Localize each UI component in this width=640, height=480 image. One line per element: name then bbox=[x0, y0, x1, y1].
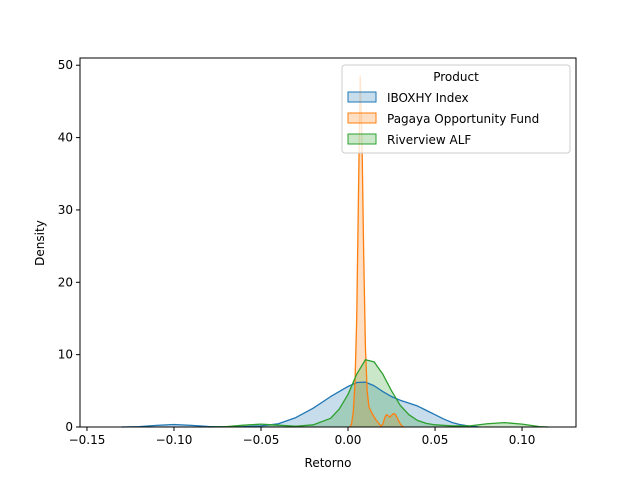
x-tick-label: 0.10 bbox=[509, 433, 536, 447]
y-tick-label: 20 bbox=[58, 275, 73, 289]
legend-label: Pagaya Opportunity Fund bbox=[387, 112, 539, 126]
x-tick-label: −0.10 bbox=[156, 433, 193, 447]
x-tick-label: 0.05 bbox=[422, 433, 449, 447]
plot-frame bbox=[79, 57, 577, 428]
series-line-0 bbox=[121, 381, 479, 428]
legend-swatch bbox=[347, 112, 377, 124]
y-axis-label: Density bbox=[33, 220, 47, 266]
series-area-0 bbox=[121, 382, 479, 427]
legend: Product IBOXHY Index Pagaya Opportunity F… bbox=[341, 64, 571, 154]
legend-title: Product bbox=[433, 70, 479, 84]
series-area-2 bbox=[208, 359, 549, 427]
x-axis-ticks: −0.15 −0.10 −0.05 0.00 0.05 0.10 bbox=[69, 427, 536, 447]
x-tick-label: −0.15 bbox=[69, 433, 106, 447]
y-axis-ticks: 0 10 20 30 40 50 bbox=[58, 58, 80, 434]
y-tick-label: 10 bbox=[58, 348, 73, 362]
series-fills bbox=[121, 76, 549, 427]
legend-swatch bbox=[347, 91, 377, 103]
x-axis-label: Retorno bbox=[305, 456, 352, 470]
series-area-1 bbox=[349, 76, 404, 427]
legend-label: Riverview ALF bbox=[387, 133, 471, 147]
x-tick-label: 0.00 bbox=[335, 433, 362, 447]
legend-swatch bbox=[347, 133, 377, 145]
y-tick-label: 50 bbox=[58, 58, 73, 72]
y-tick-label: 30 bbox=[58, 203, 73, 217]
legend-label: IBOXHY Index bbox=[387, 91, 469, 105]
y-tick-label: 40 bbox=[58, 131, 73, 145]
series-line-1 bbox=[349, 75, 405, 428]
legend-box bbox=[341, 64, 571, 154]
x-tick-label: −0.05 bbox=[243, 433, 280, 447]
series-line-2 bbox=[208, 359, 549, 428]
y-tick-label: 0 bbox=[65, 420, 73, 434]
series-lines bbox=[121, 75, 549, 428]
